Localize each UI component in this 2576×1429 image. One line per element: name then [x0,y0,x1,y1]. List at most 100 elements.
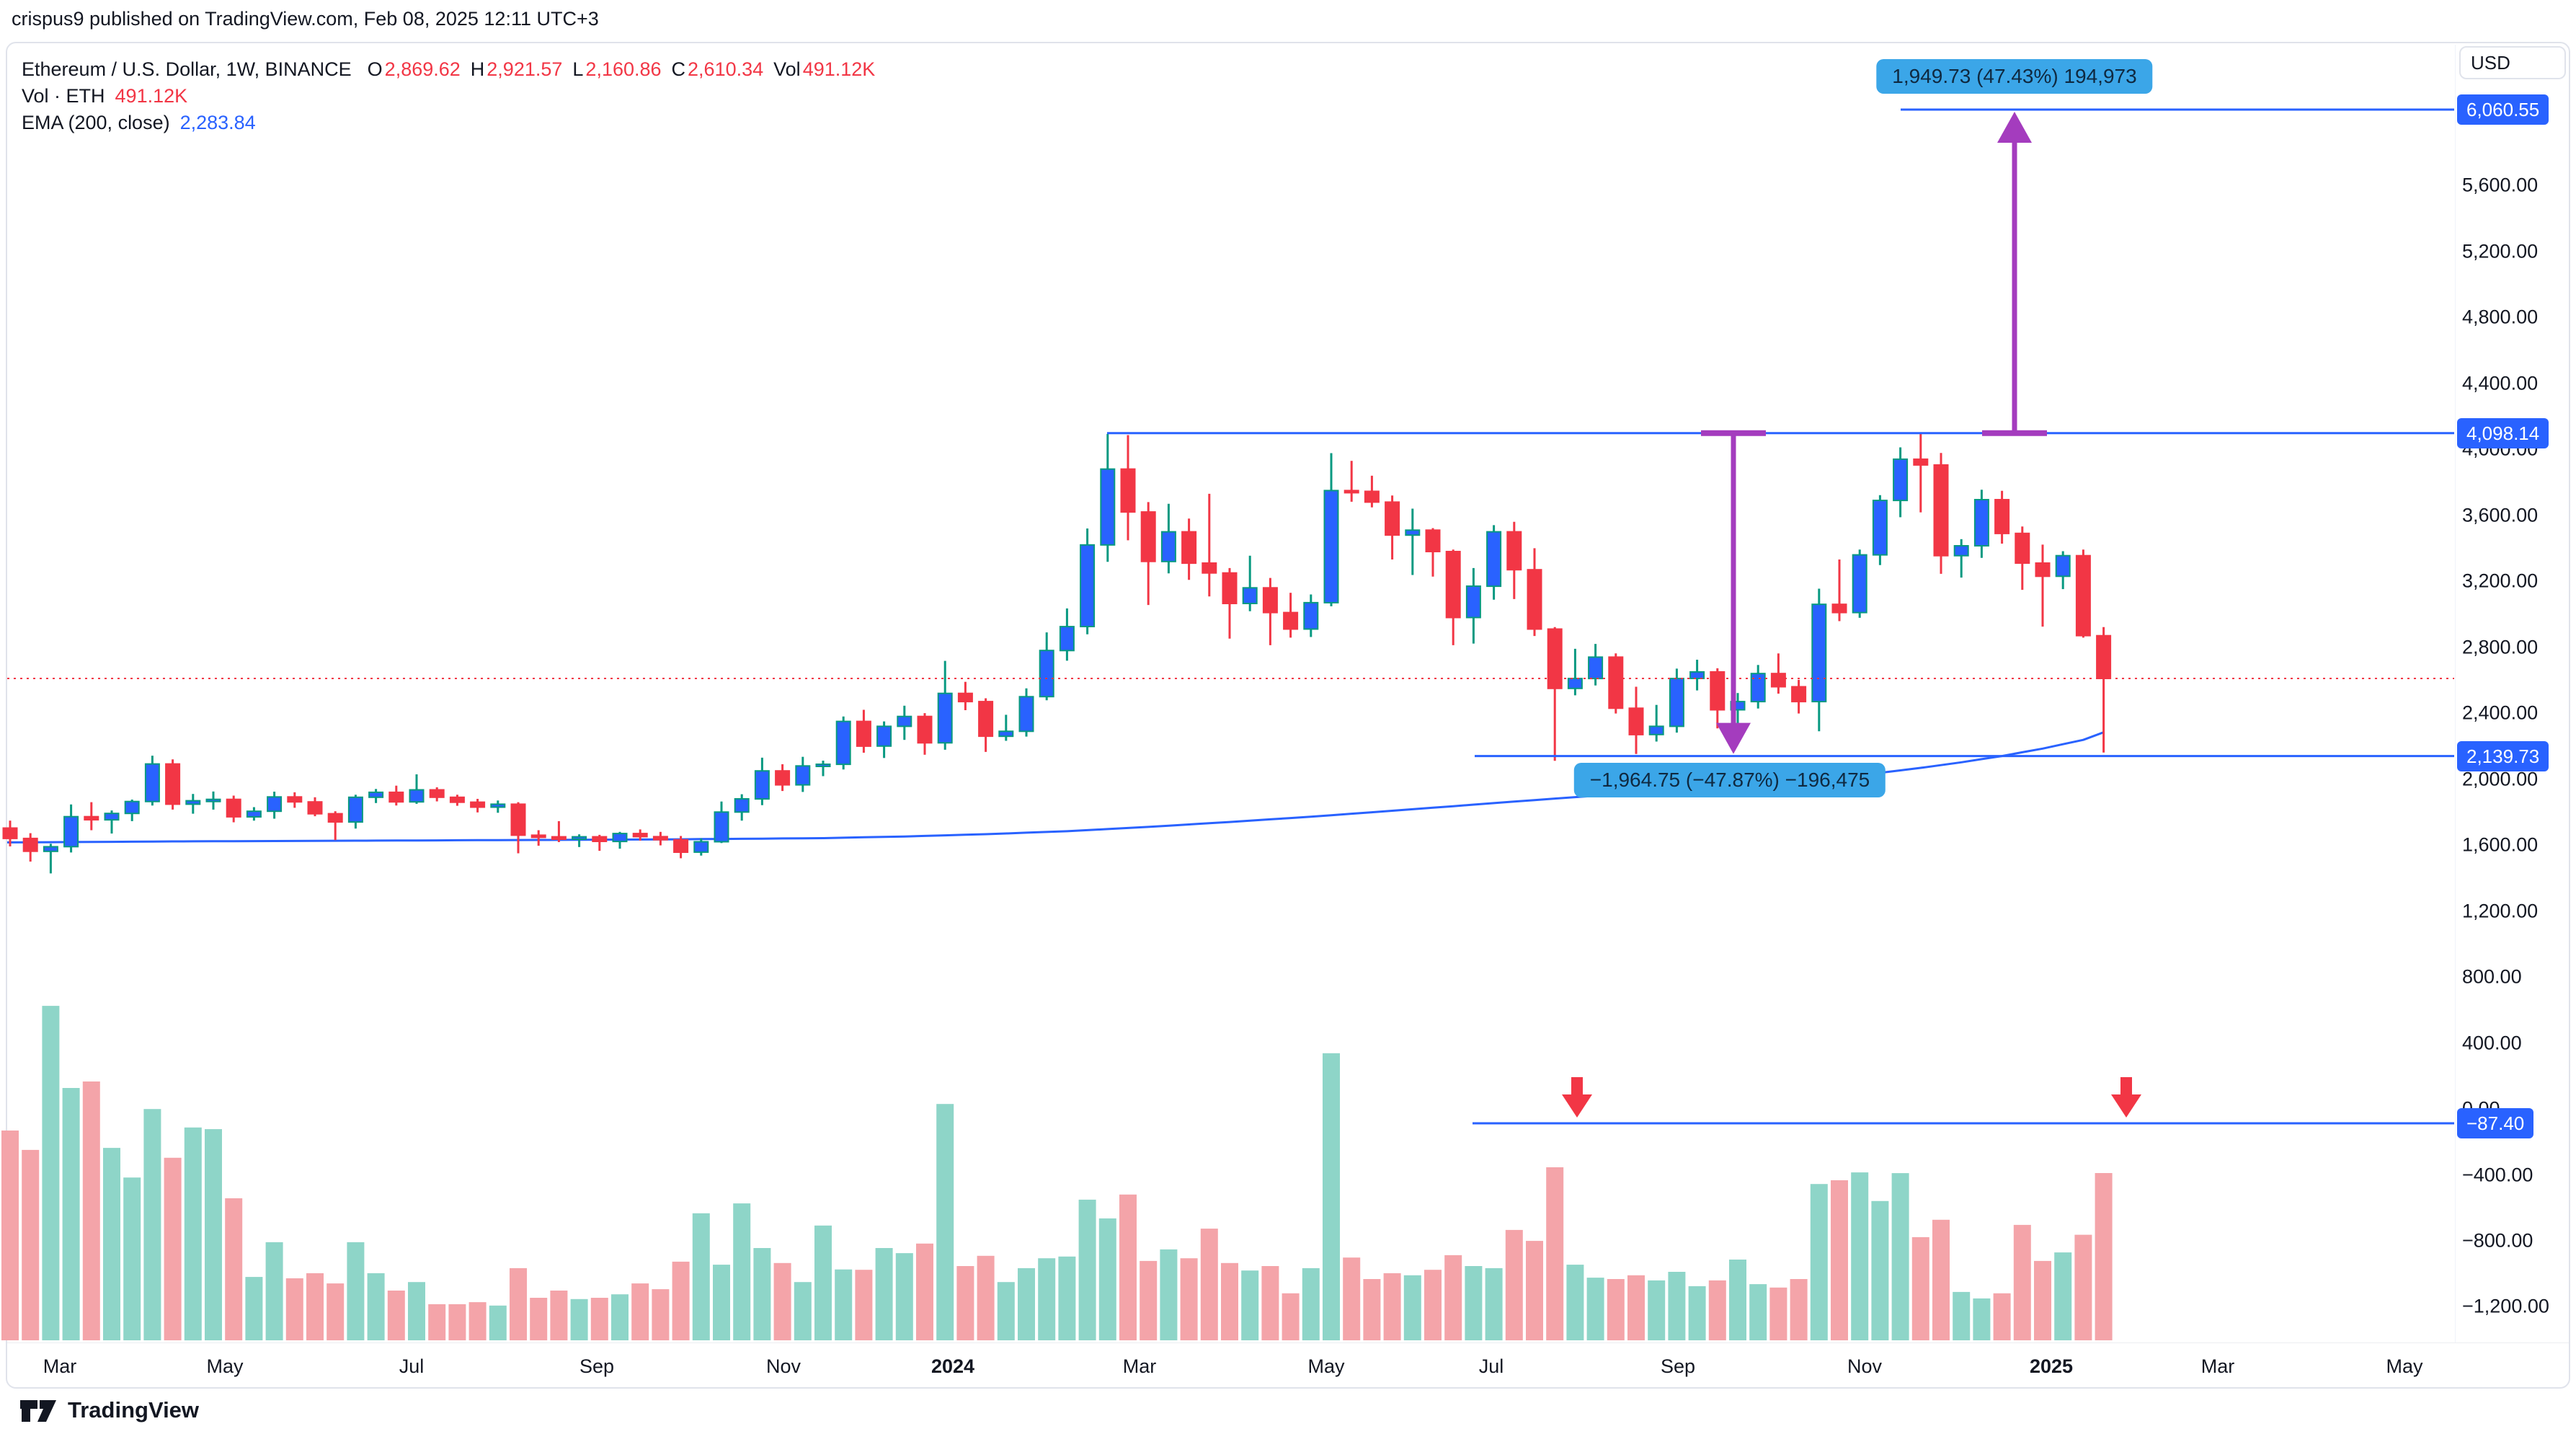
candle-body [2,827,18,839]
time-axis-label: 2025 [2029,1355,2074,1377]
time-axis-label: May [2386,1355,2423,1377]
candle-body [226,798,241,818]
price-tick-label: 2,000.00 [2462,768,2539,790]
volume-bar [753,1248,771,1340]
candle-body [917,715,933,744]
volume-bar [977,1255,995,1340]
volume-bar [1708,1280,1726,1340]
measure-down-label: −1,964.75 (−47.87%) −196,475 [1573,763,1886,797]
time-axis-label: Mar [1122,1355,1157,1377]
time-axis-label: Jul [399,1355,425,1377]
candle-body [835,720,851,766]
volume-bar [123,1177,141,1340]
volume-bar [1343,1257,1361,1340]
candle-body [1262,587,1278,614]
price-level-badge: 4,098.14 [2457,417,2549,448]
candle-body [856,720,871,747]
publish-header-text: crispus9 published on TradingView.com, F… [12,8,599,30]
candle-body [1852,554,1867,614]
candle-body [205,798,221,802]
volume-bar [1465,1266,1483,1340]
volume-label: Vol [773,58,801,80]
candle-body [1364,490,1380,503]
volume-bar [1323,1053,1340,1340]
marker-arrow-stem[interactable] [1571,1077,1583,1096]
volume-bar [672,1261,690,1340]
candle-body [429,789,445,798]
volume-bar [82,1081,100,1340]
vol-study-value: 491.12K [115,85,188,107]
candle-body [1689,671,1705,680]
time-axis-label: Jul [1478,1355,1504,1377]
volume-bar [713,1265,730,1340]
brand-text: TradingView [68,1397,200,1423]
volume-bar [2034,1260,2051,1340]
currency-toggle-button[interactable]: USD [2459,46,2566,79]
candle-body [1343,490,1359,494]
candle-body [1547,628,1563,689]
tradingview-attribution[interactable]: TradingView [20,1394,199,1426]
candle-body [1648,725,1664,735]
volume-bar [143,1109,161,1340]
symbol-title: Ethereum / U.S. Dollar, 1W, BINANCE [22,58,352,80]
candle-body [1527,569,1542,630]
candle-body [572,836,587,840]
candle-body [1872,500,1888,556]
time-axis-label: May [206,1355,244,1377]
volume-bar [387,1291,405,1340]
volume-bar [448,1304,466,1340]
volume-bar [1973,1298,1991,1340]
volume-bar [1200,1229,1218,1340]
candle-body [612,833,628,843]
price-tick-label: −1,200.00 [2462,1295,2549,1317]
candle-body [1385,501,1400,536]
candle-body [734,798,750,813]
candle-body [592,836,608,842]
price-level-badge: −87.40 [2457,1108,2534,1138]
candle-body [2015,532,2030,564]
candle-body [1811,603,1827,703]
volume-bar [1810,1184,1828,1340]
candle-body [22,837,38,852]
candle-body [1588,656,1604,680]
volume-bar [1424,1270,1442,1340]
marker-arrow-head [2111,1094,2141,1118]
candle-body [449,796,465,803]
time-axis-label: May [1307,1355,1345,1377]
marker-arrow-stem[interactable] [2120,1077,2132,1096]
time-axis-separator [7,1342,2569,1343]
candle-body [652,836,668,841]
volume-bar [1119,1194,1137,1340]
price-tick-label: −800.00 [2462,1229,2533,1252]
volume-bar [1891,1173,1909,1340]
volume-bar [1993,1293,2011,1340]
candle-body [84,815,99,820]
candle-body [754,770,770,800]
candle-body [1059,626,1075,652]
candle-body [876,725,892,747]
volume-bar [1871,1200,1889,1340]
volume-bar [1953,1291,1971,1340]
volume-bar [1911,1236,1929,1340]
candle-body [937,692,953,744]
volume-bar [103,1148,120,1340]
low-value: 2,160.86 [585,58,662,80]
candle-body [327,813,343,823]
volume-bar [489,1305,507,1340]
candle-body [2035,562,2051,578]
volume-bar [2074,1234,2092,1340]
price-level-badge: 2,139.73 [2457,740,2549,771]
price-tick-label: 5,600.00 [2462,174,2539,196]
price-tick-label: −400.00 [2462,1164,2533,1185]
volume-bar [855,1270,873,1340]
chart-card [6,42,2570,1389]
vol-study-label: Vol · ETH [22,85,105,107]
legend-row-ohlc: Ethereum / U.S. Dollar, 1W, BINANCE O 2,8… [22,56,875,82]
volume-bar [1586,1278,1604,1340]
volume-bar [692,1213,710,1340]
open-label: O [367,58,383,80]
volume-bar [285,1278,303,1340]
price-tick-label: 3,600.00 [2462,504,2539,526]
candle-body [1770,673,1786,688]
